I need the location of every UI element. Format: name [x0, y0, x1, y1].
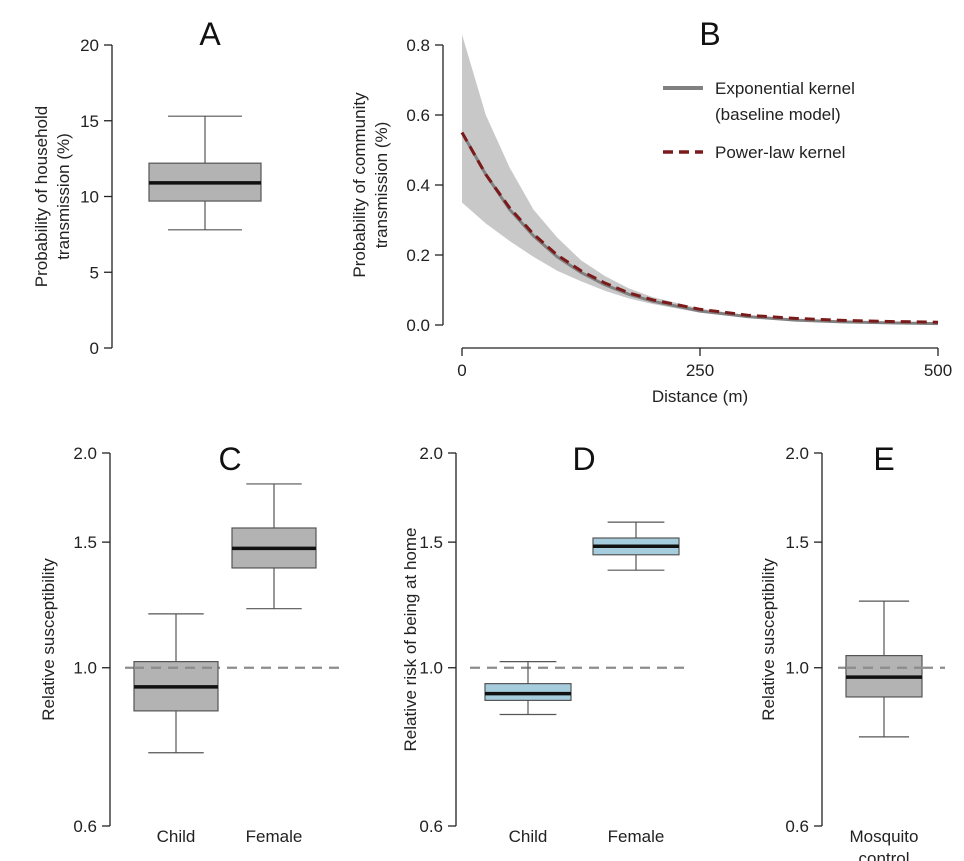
- y-axis-label: Probability of household transmission (%): [32, 106, 73, 287]
- panel-a: A 0 5 10 15 20 Probability of household transmi…: [32, 16, 262, 358]
- category-label: Mosquito: [850, 827, 919, 846]
- x-tick-label: 250: [686, 361, 714, 380]
- panel-label: C: [218, 441, 241, 477]
- y-axis: 0 5 10 15 20: [80, 36, 113, 358]
- category-label: Female: [608, 827, 665, 846]
- y-tick-label: 0.8: [406, 36, 430, 55]
- y-tick-label: 0.4: [406, 176, 430, 195]
- y-axis-label-line: Relative risk of being at home: [401, 528, 420, 752]
- y-tick-label: 1.5: [73, 533, 97, 552]
- y-tick-label: 0.6: [419, 817, 443, 836]
- panel-label: A: [199, 16, 221, 52]
- confidence-band: [462, 34, 938, 325]
- y-axis-label: Relative risk of being at home: [401, 528, 420, 752]
- x-axis-label: Distance (m): [652, 387, 748, 406]
- y-axis: 0.6 1.0 1.5 2.0: [785, 444, 823, 836]
- y-tick-label: 1.0: [73, 659, 97, 678]
- y-axis-label-line: Probability of community: [350, 92, 369, 278]
- category-label: Female: [246, 827, 303, 846]
- panel-c: C 0.6 1.0 1.5 2.0 Relative susceptibility Chil…: [39, 441, 345, 846]
- panel-d: D 0.6 1.0 1.5 2.0 Relative risk of being at h…: [401, 441, 690, 846]
- legend-label: Power-law kernel: [715, 143, 845, 162]
- y-axis-label-line: transmission (%): [372, 122, 391, 249]
- y-tick-label: 0.6: [73, 817, 97, 836]
- y-tick-label: 2.0: [73, 444, 97, 463]
- panel-label: B: [699, 16, 720, 52]
- y-axis: 0.6 1.0 1.5 2.0: [419, 444, 457, 836]
- panel-label: D: [572, 441, 595, 477]
- x-axis: 0 250 500: [457, 347, 952, 380]
- y-tick-label: 1.5: [419, 533, 443, 552]
- y-tick-label: 10: [80, 188, 99, 207]
- y-tick-label: 5: [90, 263, 99, 282]
- box-plot: [133, 613, 219, 754]
- legend-label: Exponential kernel: [715, 79, 855, 98]
- y-tick-label: 15: [80, 112, 99, 131]
- y-tick-label: 0: [90, 339, 99, 358]
- category-label: control: [858, 849, 909, 861]
- y-axis-label-line: Relative susceptibility: [39, 558, 58, 721]
- y-tick-label: 2.0: [419, 444, 443, 463]
- y-tick-label: 0.2: [406, 246, 430, 265]
- y-tick-label: 1.0: [419, 659, 443, 678]
- box-plot: [231, 483, 317, 610]
- box-plot: [148, 115, 262, 231]
- panel-label: E: [873, 441, 894, 477]
- x-tick-label: 0: [457, 361, 466, 380]
- y-axis-label: Relative susceptibility: [759, 558, 778, 721]
- y-tick-label: 0.6: [785, 817, 809, 836]
- y-axis-label-line: Relative susceptibility: [759, 558, 778, 721]
- y-axis-label-line: transmission (%): [54, 133, 73, 260]
- y-tick-label: 0.0: [406, 316, 430, 335]
- y-axis: 0.0 0.2 0.4 0.6 0.8: [406, 36, 444, 335]
- legend-label: (baseline model): [715, 105, 841, 124]
- y-tick-label: 1.5: [785, 533, 809, 552]
- box-plot: [592, 521, 680, 571]
- series-line-power-law: [460, 131, 939, 324]
- y-axis-label: Relative susceptibility: [39, 558, 58, 721]
- panel-b: B 0.0 0.2 0.4 0.6 0.8 Probability of community…: [350, 16, 952, 406]
- category-label: Child: [509, 827, 548, 846]
- box-plot: [845, 600, 923, 738]
- category-label: Child: [157, 827, 196, 846]
- y-tick-label: 1.0: [785, 659, 809, 678]
- x-tick-label: 500: [924, 361, 952, 380]
- y-axis-label: Probability of community transmission (%): [350, 92, 391, 278]
- box-plot: [484, 661, 572, 716]
- legend: Exponential kernel (baseline model) Power-…: [663, 79, 855, 162]
- y-axis-label-line: Probability of household: [32, 106, 51, 287]
- panel-e: E 0.6 1.0 1.5 2.0 Relative susceptibility Mosq…: [759, 441, 945, 861]
- y-tick-label: 2.0: [785, 444, 809, 463]
- y-axis: 0.6 1.0 1.5 2.0: [73, 444, 111, 836]
- y-tick-label: 20: [80, 36, 99, 55]
- y-tick-label: 0.6: [406, 106, 430, 125]
